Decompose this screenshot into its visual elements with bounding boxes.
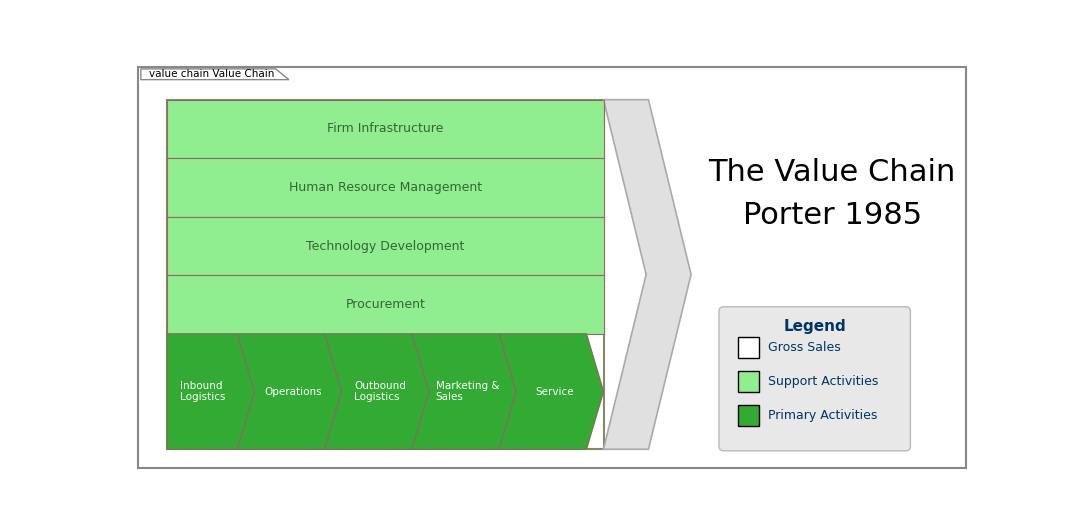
Bar bbox=[167, 275, 603, 334]
Bar bbox=[167, 158, 603, 217]
FancyBboxPatch shape bbox=[719, 307, 910, 451]
Polygon shape bbox=[603, 99, 691, 449]
Text: Gross Sales: Gross Sales bbox=[768, 341, 840, 354]
Text: Procurement: Procurement bbox=[346, 298, 425, 311]
Text: Inbound
Logistics: Inbound Logistics bbox=[180, 381, 225, 403]
Bar bbox=[738, 337, 758, 358]
Polygon shape bbox=[499, 334, 603, 449]
Bar bbox=[738, 405, 758, 426]
Polygon shape bbox=[237, 334, 341, 449]
Bar bbox=[167, 99, 603, 449]
Bar bbox=[738, 371, 758, 392]
Text: Marketing &
Sales: Marketing & Sales bbox=[436, 381, 500, 403]
Polygon shape bbox=[324, 334, 429, 449]
Text: Operations: Operations bbox=[264, 387, 322, 397]
Text: Support Activities: Support Activities bbox=[768, 375, 878, 388]
Text: Firm Infrastructure: Firm Infrastructure bbox=[327, 122, 444, 135]
Text: Service: Service bbox=[535, 387, 574, 397]
Text: Legend: Legend bbox=[783, 320, 847, 334]
Text: Human Resource Management: Human Resource Management bbox=[289, 181, 481, 194]
Text: The Value Chain
Porter 1985: The Value Chain Porter 1985 bbox=[709, 158, 955, 230]
Text: Technology Development: Technology Development bbox=[306, 240, 464, 252]
Polygon shape bbox=[411, 334, 516, 449]
Polygon shape bbox=[141, 69, 289, 80]
Bar bbox=[167, 99, 603, 158]
Text: Outbound
Logistics: Outbound Logistics bbox=[354, 381, 406, 403]
Text: value chain Value Chain: value chain Value Chain bbox=[150, 69, 275, 79]
Text: Primary Activities: Primary Activities bbox=[768, 409, 877, 422]
Polygon shape bbox=[167, 334, 254, 449]
Bar bbox=[167, 217, 603, 275]
FancyBboxPatch shape bbox=[138, 67, 966, 468]
